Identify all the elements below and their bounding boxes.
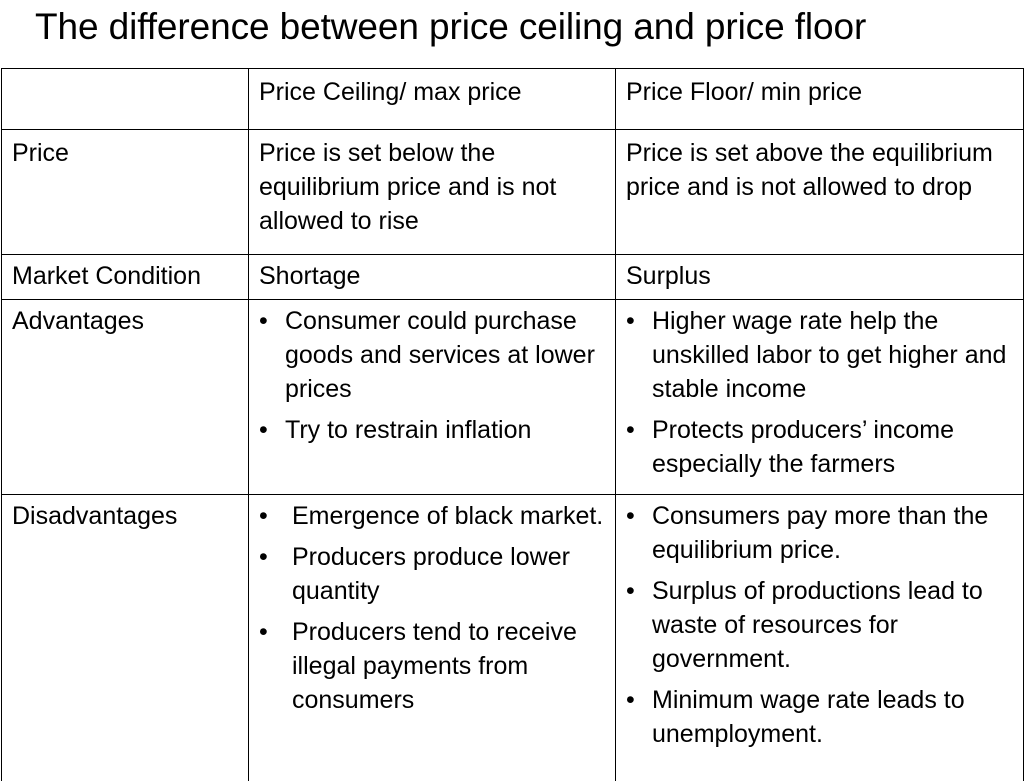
disadvantages-ceiling-cell: • Emergence of black market. • Producers p… bbox=[249, 495, 616, 781]
bullet-icon: • bbox=[626, 683, 635, 717]
list-item: • Try to restrain inflation bbox=[259, 413, 606, 447]
list-item: • Protects producers’ income especially t… bbox=[626, 413, 1014, 481]
bullet-icon: • bbox=[259, 540, 268, 574]
list-item-text: Consumers pay more than the equilibrium … bbox=[652, 502, 988, 564]
bullet-icon: • bbox=[259, 615, 268, 649]
comparison-table: Price Ceiling/ max price Price Floor/ mi… bbox=[1, 68, 1024, 781]
list-item-text: Try to restrain inflation bbox=[285, 416, 531, 444]
bullet-icon: • bbox=[259, 499, 268, 533]
advantages-ceiling-cell: • Consumer could purchase goods and servi… bbox=[249, 300, 616, 495]
price-floor-cell: Price is set above the equilibrium price… bbox=[616, 130, 1024, 255]
list-item-text: Producers produce lower quantity bbox=[292, 543, 570, 605]
header-ceiling-cell: Price Ceiling/ max price bbox=[249, 69, 616, 130]
market-condition-row: Market Condition Shortage Surplus bbox=[2, 255, 1024, 300]
bullet-icon: • bbox=[626, 574, 635, 608]
disadvantages-floor-cell: • Consumers pay more than the equilibrium… bbox=[616, 495, 1024, 781]
bullet-icon: • bbox=[259, 413, 268, 447]
bullet-icon: • bbox=[626, 304, 635, 338]
header-empty-cell bbox=[2, 69, 249, 130]
list-item: • Emergence of black market. bbox=[259, 499, 606, 533]
list-item: • Producers produce lower quantity bbox=[259, 540, 606, 608]
advantages-ceiling-list: • Consumer could purchase goods and servi… bbox=[259, 304, 606, 447]
bullet-icon: • bbox=[259, 304, 268, 338]
list-item-text: Minimum wage rate leads to unemployment. bbox=[652, 686, 965, 748]
list-item-text: Protects producers’ income especially th… bbox=[652, 416, 954, 478]
list-item: • Consumer could purchase goods and servi… bbox=[259, 304, 606, 406]
header-floor-cell: Price Floor/ min price bbox=[616, 69, 1024, 130]
header-row: Price Ceiling/ max price Price Floor/ mi… bbox=[2, 69, 1024, 130]
disadvantages-row: Disadvantages • Emergence of black market… bbox=[2, 495, 1024, 781]
bullet-icon: • bbox=[626, 499, 635, 533]
disadvantages-label-cell: Disadvantages bbox=[2, 495, 249, 781]
advantages-row: Advantages • Consumer could purchase good… bbox=[2, 300, 1024, 495]
advantages-floor-list: • Higher wage rate help the unskilled lab… bbox=[626, 304, 1014, 481]
price-ceiling-cell: Price is set below the equilibrium price… bbox=[249, 130, 616, 255]
price-row: Price Price is set below the equilibrium… bbox=[2, 130, 1024, 255]
list-item: • Producers tend to receive illegal payme… bbox=[259, 615, 606, 717]
price-label-cell: Price bbox=[2, 130, 249, 255]
advantages-label-cell: Advantages bbox=[2, 300, 249, 495]
market-label-cell: Market Condition bbox=[2, 255, 249, 300]
disadvantages-ceiling-list: • Emergence of black market. • Producers p… bbox=[259, 499, 606, 717]
slide-title: The difference between price ceiling and… bbox=[35, 4, 866, 50]
list-item: • Consumers pay more than the equilibrium… bbox=[626, 499, 1014, 567]
market-floor-cell: Surplus bbox=[616, 255, 1024, 300]
bullet-icon: • bbox=[626, 413, 635, 447]
list-item: • Surplus of productions lead to waste of… bbox=[626, 574, 1014, 676]
market-ceiling-cell: Shortage bbox=[249, 255, 616, 300]
disadvantages-floor-list: • Consumers pay more than the equilibrium… bbox=[626, 499, 1014, 751]
advantages-floor-cell: • Higher wage rate help the unskilled lab… bbox=[616, 300, 1024, 495]
list-item-text: Producers tend to receive illegal paymen… bbox=[292, 618, 577, 714]
list-item-text: Consumer could purchase goods and servic… bbox=[285, 307, 595, 403]
list-item: • Minimum wage rate leads to unemployment… bbox=[626, 683, 1014, 751]
list-item-text: Emergence of black market. bbox=[292, 502, 603, 530]
list-item-text: Surplus of productions lead to waste of … bbox=[652, 577, 983, 673]
list-item: • Higher wage rate help the unskilled lab… bbox=[626, 304, 1014, 406]
list-item-text: Higher wage rate help the unskilled labo… bbox=[652, 307, 1006, 403]
